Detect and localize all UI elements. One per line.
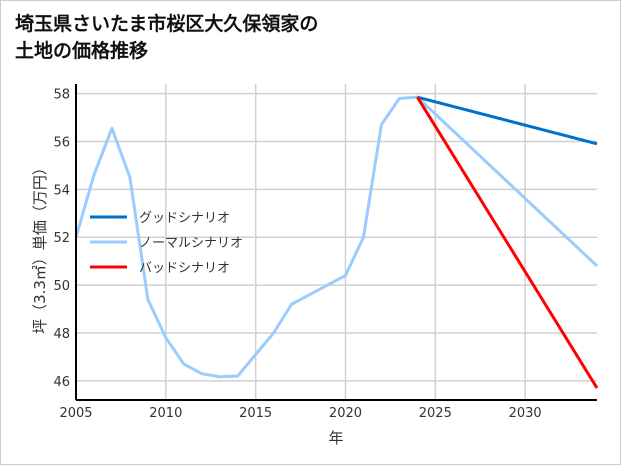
x-axis-label: 年: [328, 429, 343, 447]
y-tick-label: 52: [53, 231, 70, 246]
series-line-0: [416, 95, 598, 146]
x-tick-label: 2010: [149, 406, 182, 421]
series-line-2: [416, 96, 599, 389]
y-tick-label: 48: [53, 327, 70, 342]
x-tick-label: 2030: [509, 406, 542, 421]
y-tick-label: 56: [53, 135, 70, 150]
y-axis-label: 坪（3.3㎡）単価（万円）: [31, 160, 49, 334]
y-tick-label: 46: [53, 375, 70, 390]
y-tick-label: 54: [53, 183, 70, 198]
y-tick-label: 50: [53, 279, 70, 294]
y-tick-label: 58: [53, 88, 70, 103]
x-tick-label: 2015: [239, 406, 272, 421]
title-line-2: 土地の価格推移: [15, 40, 149, 62]
legend-label-1: ノーマルシナリオ: [139, 236, 243, 251]
x-tick-label: 2020: [329, 406, 362, 421]
series-line-1: [74, 95, 599, 379]
legend-label-0: グッドシナリオ: [139, 211, 230, 226]
title-line-1: 埼玉県さいたま市桜区大久保領家の: [15, 13, 319, 35]
legend-label-2: バッドシナリオ: [139, 261, 230, 276]
x-tick-label: 2005: [59, 406, 92, 421]
x-tick-label: 2025: [419, 406, 452, 421]
chart-title: 埼玉県さいたま市桜区大久保領家の 土地の価格推移: [15, 11, 318, 65]
